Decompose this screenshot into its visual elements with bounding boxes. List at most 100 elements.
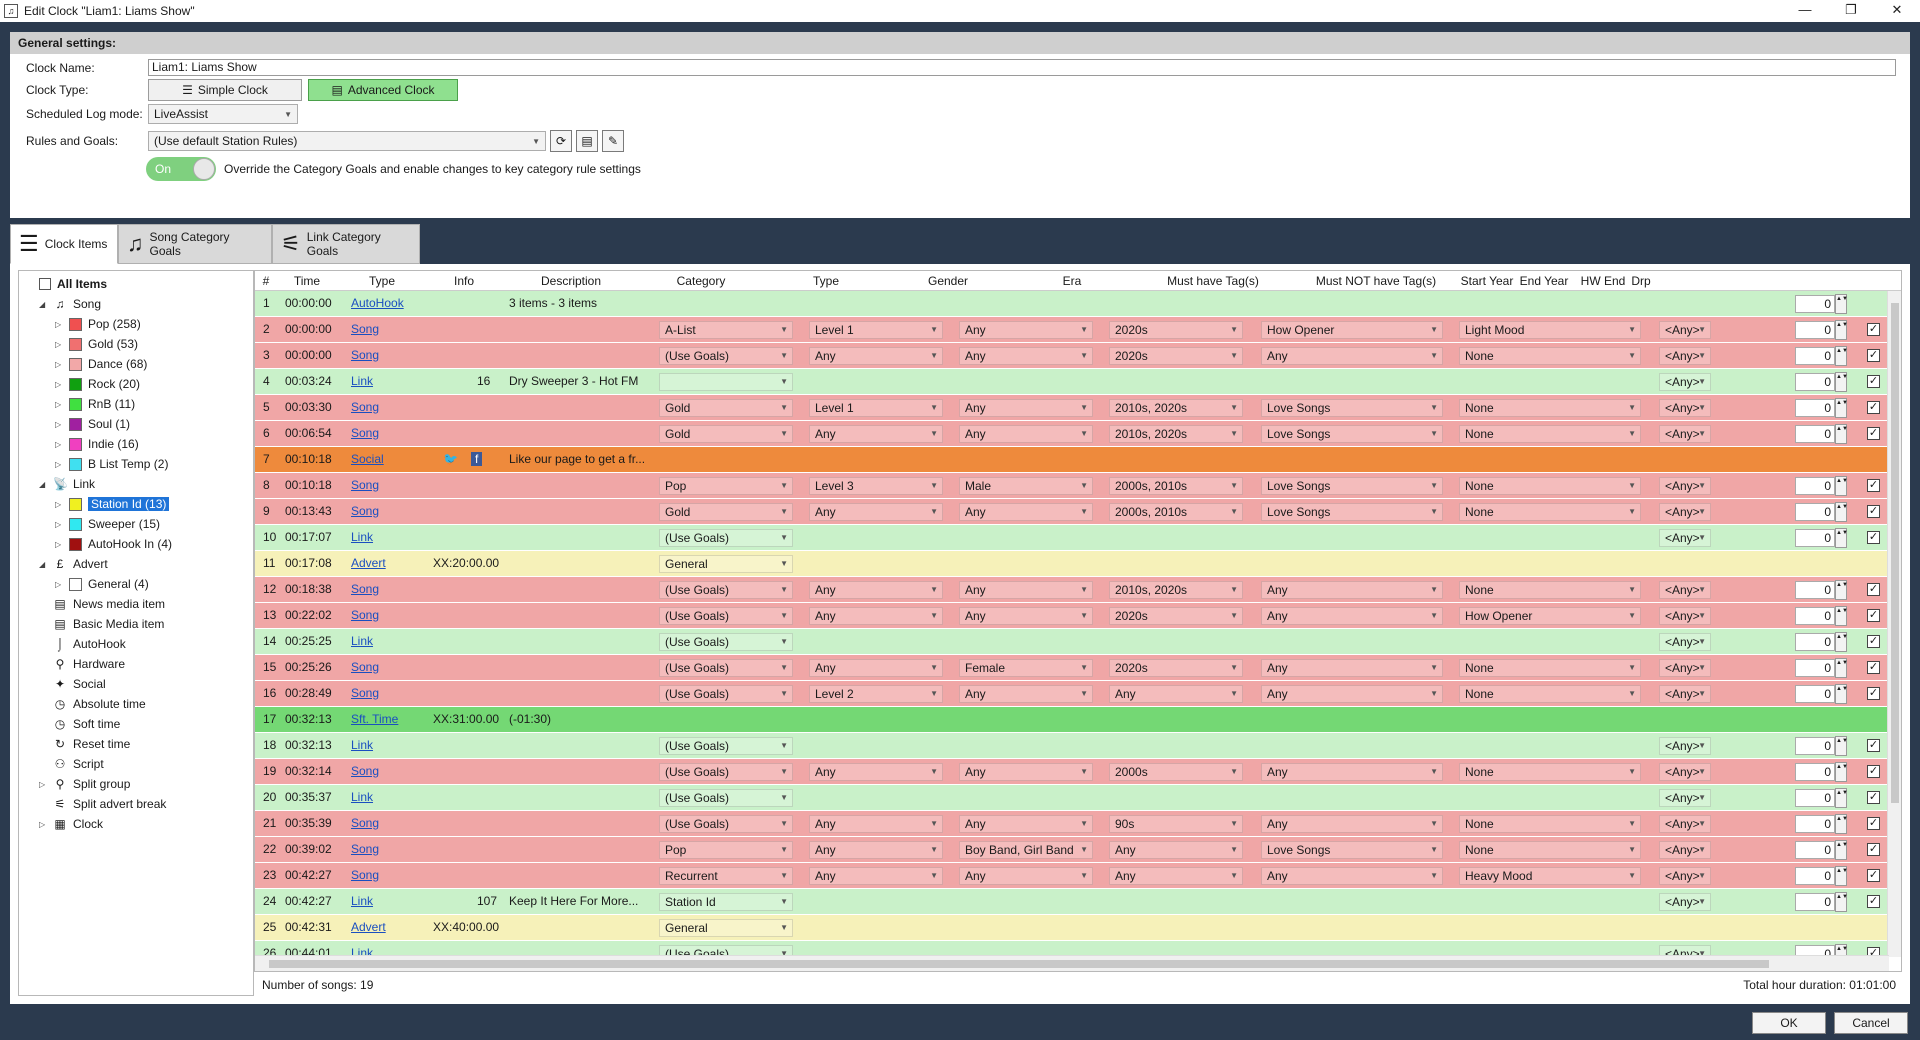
tree-node[interactable]: ▷ Soul (1)	[55, 415, 130, 433]
hw-end-spinner[interactable]: ▲▼	[1835, 736, 1848, 756]
tree-node[interactable]: ◷ Absolute time	[39, 695, 146, 713]
tree-node[interactable]: ▷ Gold (53)	[55, 335, 138, 353]
table-row[interactable]: 5 00:03:30 Song Gold ▼ Level 1 ▼ Any ▼ 2010s, 202…	[255, 395, 1887, 420]
start-year-select[interactable]: <Any> ▼	[1659, 503, 1711, 521]
era-select[interactable]: 2020s ▼	[1109, 659, 1243, 677]
gender-select[interactable]: Any ▼	[959, 815, 1093, 833]
table-row[interactable]: 6 00:06:54 Song Gold ▼ Any ▼ Any ▼ 2010s, 2020s ▼ L…	[255, 421, 1887, 446]
tree-node[interactable]: ↻ Reset time	[39, 735, 130, 753]
tree-node[interactable]: ▷ Rock (20)	[55, 375, 140, 393]
start-year-select[interactable]: <Any> ▼	[1659, 529, 1711, 547]
hw-end-input[interactable]: 0	[1795, 607, 1835, 625]
hw-end-input[interactable]: 0	[1795, 425, 1835, 443]
start-year-select[interactable]: <Any> ▼	[1659, 425, 1711, 443]
all-items-checkbox[interactable]	[39, 278, 51, 290]
row-type-link[interactable]: Song	[351, 608, 380, 622]
drop-checkbox[interactable]: ✓	[1867, 635, 1880, 648]
start-year-select[interactable]: <Any> ▼	[1659, 347, 1711, 365]
tree-node[interactable]: All Items	[25, 275, 107, 293]
era-select[interactable]: 2020s ▼	[1109, 607, 1243, 625]
drop-checkbox[interactable]: ✓	[1867, 323, 1880, 336]
must-not-have-tags-select[interactable]: None ▼	[1459, 841, 1641, 859]
start-year-select[interactable]: <Any> ▼	[1659, 581, 1711, 599]
type-select[interactable]: Any ▼	[809, 425, 943, 443]
table-row[interactable]: 24 00:42:27 Link 107 Keep It Here For More..…	[255, 889, 1887, 914]
start-year-select[interactable]: <Any> ▼	[1659, 685, 1711, 703]
tree-node[interactable]: ✦ Social	[39, 675, 106, 693]
gender-select[interactable]: Any ▼	[959, 685, 1093, 703]
era-select[interactable]: Any ▼	[1109, 685, 1243, 703]
table-row[interactable]: 3 00:00:00 Song (Use Goals) ▼ Any ▼ Any ▼ 2020s ▼ A…	[255, 343, 1887, 368]
table-row[interactable]: 4 00:03:24 Link 16 Dry Sweeper 3 - Hot FM ▼ <A…	[255, 369, 1887, 394]
row-type-link[interactable]: Song	[351, 348, 380, 362]
hw-end-spinner[interactable]: ▲▼	[1835, 866, 1848, 886]
clock-name-input[interactable]: Liam1: Liams Show	[148, 59, 1896, 76]
category-select[interactable]: Pop ▼	[659, 477, 793, 495]
drop-checkbox[interactable]: ✓	[1867, 427, 1880, 440]
column-header[interactable]: Category	[676, 274, 726, 288]
table-row[interactable]: 23 00:42:27 Song Recurrent ▼ Any ▼ Any ▼ Any ▼ Any ▼…	[255, 863, 1887, 888]
hw-end-input[interactable]: 0	[1795, 815, 1835, 833]
tree-node[interactable]: ▷ ▦ Clock	[39, 815, 103, 833]
column-header[interactable]: Time	[293, 274, 321, 288]
scroll-thumb[interactable]	[1891, 303, 1899, 803]
row-type-link[interactable]: Song	[351, 842, 380, 856]
tree-node[interactable]: ▷ AutoHook In (4)	[55, 535, 172, 553]
expand-icon[interactable]: ▷	[55, 319, 62, 329]
era-select[interactable]: 90s ▼	[1109, 815, 1243, 833]
row-type-link[interactable]: Song	[351, 504, 380, 518]
hw-end-spinner[interactable]: ▲▼	[1835, 476, 1848, 496]
category-select[interactable]: (Use Goals) ▼	[659, 815, 793, 833]
tree-node[interactable]: ⌡ AutoHook	[39, 635, 125, 653]
must-not-have-tags-select[interactable]: Light Mood ▼	[1459, 321, 1641, 339]
hw-end-spinner[interactable]: ▲▼	[1835, 580, 1848, 600]
hw-end-input[interactable]: 0	[1795, 789, 1835, 807]
start-year-select[interactable]: <Any> ▼	[1659, 815, 1711, 833]
era-select[interactable]: 2000s, 2010s ▼	[1109, 503, 1243, 521]
table-row[interactable]: 9 00:13:43 Song Gold ▼ Any ▼ Any ▼ 2000s, 2010s ▼ L…	[255, 499, 1887, 524]
gender-select[interactable]: Any ▼	[959, 503, 1093, 521]
start-year-select[interactable]: <Any> ▼	[1659, 373, 1711, 391]
expand-icon[interactable]: ▷	[55, 439, 62, 449]
row-type-link[interactable]: AutoHook	[351, 296, 404, 310]
hw-end-input[interactable]: 0	[1795, 867, 1835, 885]
must-have-tags-select[interactable]: Any ▼	[1261, 815, 1443, 833]
horizontal-scrollbar[interactable]	[255, 955, 1889, 971]
must-have-tags-select[interactable]: Love Songs ▼	[1261, 399, 1443, 417]
table-row[interactable]: 11 00:17:08 Advert XX:20:00.00 General ▼	[255, 551, 1887, 576]
start-year-select[interactable]: <Any> ▼	[1659, 477, 1711, 495]
drop-checkbox[interactable]: ✓	[1867, 505, 1880, 518]
table-row[interactable]: 8 00:10:18 Song Pop ▼ Level 3 ▼ Male ▼ 2000s, 201…	[255, 473, 1887, 498]
must-have-tags-select[interactable]: How Opener ▼	[1261, 321, 1443, 339]
category-select[interactable]: Recurrent ▼	[659, 867, 793, 885]
category-select[interactable]: (Use Goals) ▼	[659, 763, 793, 781]
hw-end-spinner[interactable]: ▲▼	[1835, 528, 1848, 548]
row-type-link[interactable]: Link	[351, 738, 374, 752]
hw-end-input[interactable]: 0	[1795, 841, 1835, 859]
hw-end-spinner[interactable]: ▲▼	[1835, 684, 1848, 704]
must-have-tags-select[interactable]: Any ▼	[1261, 867, 1443, 885]
category-select[interactable]: (Use Goals) ▼	[659, 607, 793, 625]
start-year-select[interactable]: <Any> ▼	[1659, 659, 1711, 677]
hw-end-spinner[interactable]: ▲▼	[1835, 632, 1848, 652]
view-rules-button[interactable]: ▤	[576, 130, 598, 152]
log-mode-select[interactable]: LiveAssist ▼	[148, 104, 298, 124]
hw-end-input[interactable]: 0	[1795, 503, 1835, 521]
must-have-tags-select[interactable]: Any ▼	[1261, 685, 1443, 703]
expand-icon[interactable]: ▷	[55, 459, 62, 469]
tree-node[interactable]: ⚲ Hardware	[39, 655, 125, 673]
type-select[interactable]: Any ▼	[809, 503, 943, 521]
era-select[interactable]: 2010s, 2020s ▼	[1109, 399, 1243, 417]
category-select[interactable]: (Use Goals) ▼	[659, 581, 793, 599]
must-not-have-tags-select[interactable]: Heavy Mood ▼	[1459, 867, 1641, 885]
must-have-tags-select[interactable]: Love Songs ▼	[1261, 841, 1443, 859]
maximize-button[interactable]: ❐	[1845, 2, 1857, 17]
tree-node[interactable]: ▷ B List Temp (2)	[55, 455, 168, 473]
row-type-link[interactable]: Sft. Time	[351, 712, 399, 726]
drop-checkbox[interactable]: ✓	[1867, 349, 1880, 362]
expand-icon[interactable]: ▷	[55, 499, 62, 509]
must-have-tags-select[interactable]: Any ▼	[1261, 581, 1443, 599]
table-row[interactable]: 15 00:25:26 Song (Use Goals) ▼ Any ▼ Female ▼ 202…	[255, 655, 1887, 680]
era-select[interactable]: 2020s ▼	[1109, 321, 1243, 339]
expand-icon[interactable]: ◢	[39, 299, 46, 309]
